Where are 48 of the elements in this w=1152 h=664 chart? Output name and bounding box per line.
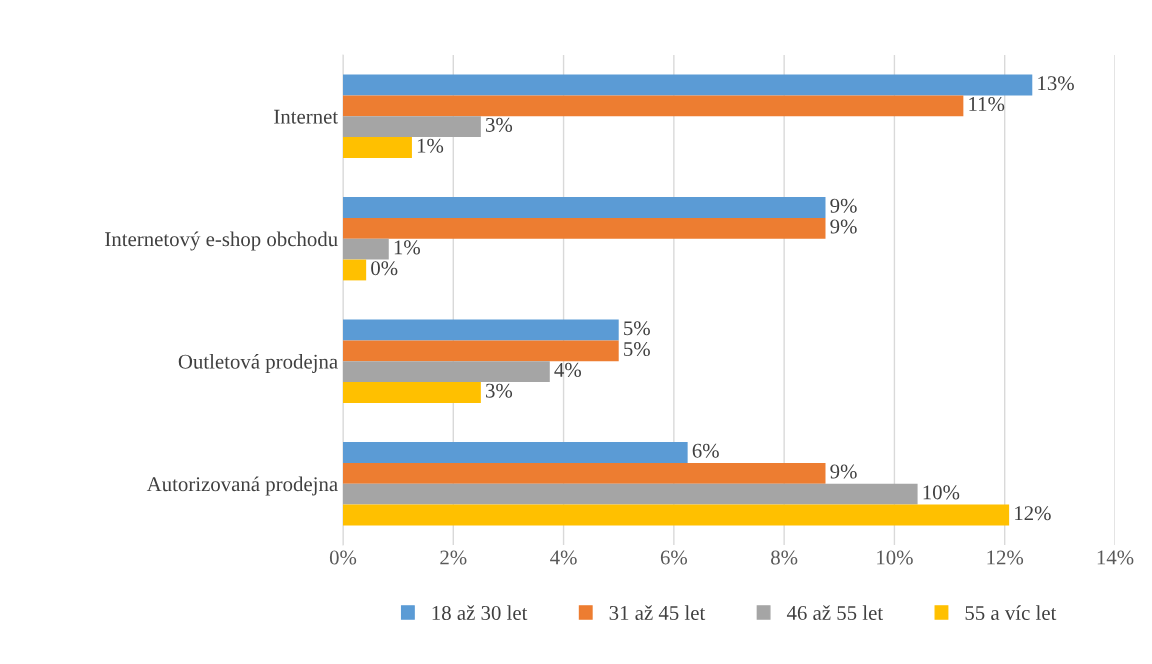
bar [343, 137, 412, 158]
bar [343, 95, 964, 117]
bar [343, 462, 826, 484]
x-tick-label: 8% [771, 550, 798, 565]
legend-label: 18 až 30 let [432, 605, 528, 621]
data-label: 11% [969, 96, 1005, 112]
data-label: 3% [486, 383, 513, 398]
x-tick-label: 2% [440, 550, 467, 565]
x-tick-label: 14% [1097, 550, 1134, 565]
y-tick-label: Outletová prodejna [178, 354, 338, 373]
legend-label: 31 až 45 let [609, 605, 706, 621]
data-label: 10% [923, 485, 960, 500]
data-label: 5% [624, 321, 650, 336]
data-label: 13% [1038, 76, 1074, 91]
x-tick-label: 4% [550, 550, 577, 565]
y-tick-label: Autorizovaná prodejna [146, 476, 338, 496]
bar [343, 483, 918, 505]
data-label: 1% [394, 240, 420, 255]
bar [343, 319, 619, 341]
bar [343, 238, 389, 260]
data-label: 6% [692, 443, 719, 458]
data-label: 1% [417, 138, 444, 153]
bar [343, 382, 481, 403]
data-label: 5% [624, 341, 650, 357]
legend-label: 46 až 55 let [786, 605, 884, 621]
data-label: 3% [486, 117, 513, 132]
x-tick-label: 10% [877, 550, 913, 565]
bar [343, 442, 688, 463]
data-label: 9% [830, 198, 857, 213]
data-label: 9% [830, 219, 857, 234]
bar [343, 259, 367, 281]
x-tick-label: 0% [329, 550, 357, 565]
bar [343, 116, 481, 138]
y-tick-label: Internetový e-shop obchodu [105, 231, 338, 251]
bar [343, 74, 1033, 96]
data-label: 12% [1015, 506, 1051, 521]
bar [343, 504, 1010, 526]
bar [343, 340, 619, 362]
data-label: 0% [371, 261, 398, 276]
y-tick-label: Internet [274, 109, 339, 124]
x-tick-label: 12% [987, 550, 1024, 565]
bar [343, 217, 826, 239]
x-tick-label: 6% [660, 550, 688, 565]
legend-label: 55 a víc let [965, 605, 1057, 621]
data-label: 4% [554, 362, 582, 377]
bar [343, 361, 550, 383]
bar [343, 197, 826, 218]
data-label: 9% [830, 464, 857, 479]
